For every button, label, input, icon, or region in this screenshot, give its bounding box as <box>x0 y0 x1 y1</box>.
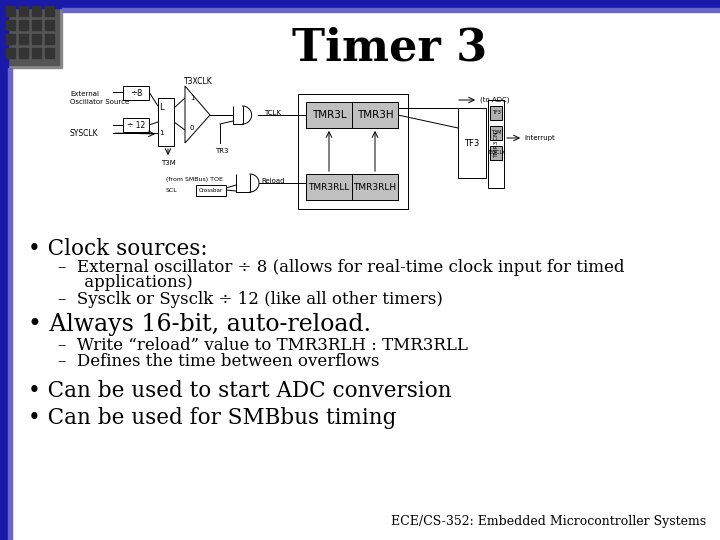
Bar <box>490 106 502 120</box>
Bar <box>123 86 149 100</box>
Bar <box>0 0 62 68</box>
Bar <box>490 146 502 160</box>
Bar <box>32 34 41 44</box>
Polygon shape <box>185 86 210 143</box>
Text: • Can be used for SMBbus timing: • Can be used for SMBbus timing <box>28 407 397 429</box>
Bar <box>0 0 8 540</box>
Bar <box>352 174 398 200</box>
Text: • Clock sources:: • Clock sources: <box>28 238 207 260</box>
Text: SYSCLK: SYSCLK <box>70 129 99 138</box>
Text: L: L <box>159 104 163 112</box>
Bar <box>6 20 15 30</box>
Text: • Always 16-bit, auto-reload.: • Always 16-bit, auto-reload. <box>28 313 371 336</box>
Text: 0: 0 <box>190 125 194 131</box>
Bar <box>123 118 149 132</box>
Bar <box>19 48 28 58</box>
Polygon shape <box>236 174 250 192</box>
Text: Reload: Reload <box>261 178 284 184</box>
Bar <box>19 6 28 16</box>
Text: Oscillator Source: Oscillator Source <box>70 99 130 105</box>
Text: TCLK: TCLK <box>264 110 281 116</box>
Bar <box>19 20 28 30</box>
Text: applications): applications) <box>58 274 193 291</box>
Text: T3M: T3M <box>161 160 176 166</box>
Bar <box>352 102 398 128</box>
Bar <box>45 20 54 30</box>
Text: ÷ 12: ÷ 12 <box>127 120 145 130</box>
Text: ECE/CS-352: Embedded Microcontroller Systems: ECE/CS-352: Embedded Microcontroller Sys… <box>391 515 706 528</box>
Bar <box>196 185 226 196</box>
Text: T3M: T3M <box>491 131 501 136</box>
Bar <box>32 6 41 16</box>
Bar <box>32 20 41 30</box>
Text: Crossbar: Crossbar <box>199 188 223 193</box>
Text: T3XCLK: T3XCLK <box>487 151 505 156</box>
Text: Timer 3: Timer 3 <box>292 26 487 70</box>
Bar <box>3 3 59 65</box>
Text: External: External <box>70 91 99 97</box>
Text: TF3: TF3 <box>464 138 480 147</box>
Text: TMR3H: TMR3H <box>356 110 393 120</box>
Bar <box>458 108 486 178</box>
Bar <box>19 34 28 44</box>
Text: ÷8: ÷8 <box>130 89 142 98</box>
Text: –  Write “reload” value to TMR3RLH : TMR3RLL: – Write “reload” value to TMR3RLH : TMR3… <box>58 337 468 354</box>
Bar <box>306 174 352 200</box>
Text: Interrupt: Interrupt <box>524 135 554 141</box>
Text: TR3: TR3 <box>215 148 228 154</box>
Bar <box>0 0 720 8</box>
Bar <box>490 126 502 140</box>
Text: TF3: TF3 <box>492 111 500 116</box>
Bar <box>298 94 408 209</box>
Bar <box>6 6 15 16</box>
Text: SCL: SCL <box>166 187 178 192</box>
Bar <box>158 98 174 146</box>
Bar <box>45 34 54 44</box>
Text: 1: 1 <box>190 95 194 101</box>
Bar <box>6 48 15 58</box>
Text: TMR3RLL: TMR3RLL <box>308 183 350 192</box>
Polygon shape <box>233 106 243 124</box>
Bar <box>45 6 54 16</box>
Text: –  Defines the time between overflows: – Defines the time between overflows <box>58 353 379 370</box>
Text: • Can be used to start ADC conversion: • Can be used to start ADC conversion <box>28 380 451 402</box>
Bar <box>32 48 41 58</box>
Text: TMR3L: TMR3L <box>312 110 346 120</box>
Bar <box>8 68 12 540</box>
Bar <box>45 48 54 58</box>
Text: T3XCLK: T3XCLK <box>184 77 212 85</box>
Text: (from SMBus) TOE: (from SMBus) TOE <box>166 178 223 183</box>
Text: TMR3CN: TMR3CN <box>493 131 498 157</box>
Text: –  External oscillator ÷ 8 (allows for real-time clock input for timed: – External oscillator ÷ 8 (allows for re… <box>58 259 624 276</box>
Text: –  Sysclk or Sysclk ÷ 12 (like all other timers): – Sysclk or Sysclk ÷ 12 (like all other … <box>58 291 443 308</box>
Bar <box>488 100 504 188</box>
Text: TMR3RLH: TMR3RLH <box>354 183 397 192</box>
Bar <box>62 8 720 12</box>
Text: (to ADC): (to ADC) <box>480 97 510 103</box>
Bar <box>306 102 352 128</box>
Text: 1: 1 <box>159 130 163 136</box>
Bar <box>6 34 15 44</box>
